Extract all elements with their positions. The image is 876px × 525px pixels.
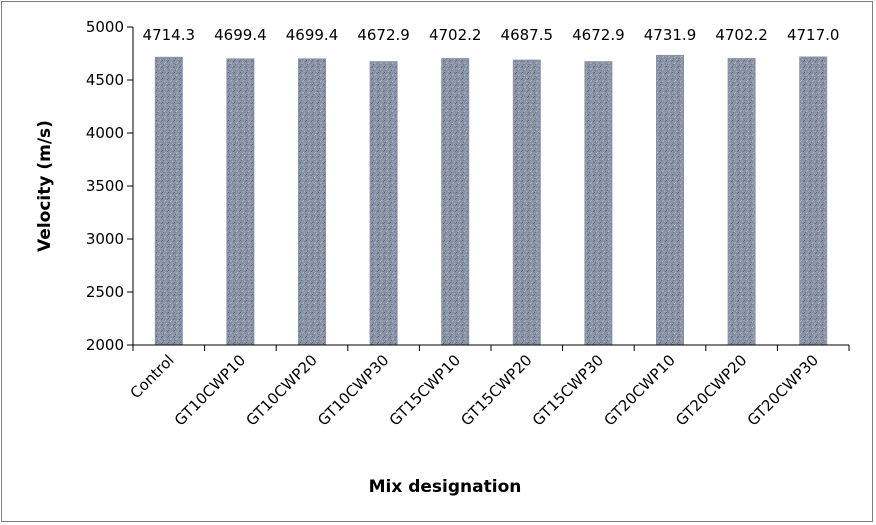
y-tick-label: 4000 (86, 124, 124, 142)
y-ticks-group: 2000 2500 3000 3500 4000 4500 5000 (86, 18, 133, 354)
x-tick-label: GT15CWP10 (386, 351, 464, 429)
x-tick-label: GT20CWP20 (672, 351, 750, 429)
bar-texture (799, 56, 827, 346)
x-tick-label: Control (127, 351, 178, 402)
x-tick-label: GT10CWP20 (242, 351, 320, 429)
y-axis-title: Velocity (m/s) (35, 120, 55, 252)
bar-texture (513, 60, 541, 345)
bar-value-label: 4731.9 (644, 26, 697, 44)
y-tick-label: 2000 (86, 336, 124, 354)
x-ticks-group: ControlGT10CWP10GT10CWP20GT10CWP30GT15CW… (127, 345, 850, 429)
x-tick-label: GT10CWP10 (171, 351, 249, 429)
bar-value-label: 4699.4 (214, 26, 267, 44)
bar-value-label: 4702.2 (429, 26, 482, 44)
bar-texture (656, 55, 684, 345)
bar-value-label: 4717.0 (787, 26, 840, 44)
y-tick-label: 3500 (86, 177, 124, 195)
x-tick-label: GT10CWP30 (314, 351, 392, 429)
y-tick-label: 4500 (86, 71, 124, 89)
bars-group (154, 54, 828, 346)
bar-texture (441, 58, 469, 345)
bar-texture (298, 58, 326, 346)
y-tick-label: 5000 (86, 18, 124, 36)
x-axis-title: Mix designation (369, 477, 522, 497)
bar-value-label: 4687.5 (501, 26, 554, 44)
bar-value-label: 4672.9 (357, 26, 410, 44)
bar-texture (584, 61, 612, 345)
x-tick-label: GT15CWP30 (529, 351, 607, 429)
bar-value-label: 4702.2 (715, 26, 768, 44)
x-tick-label: GT20CWP30 (744, 351, 822, 429)
bar-texture (226, 58, 254, 346)
y-tick-label: 2500 (86, 283, 124, 301)
x-tick-label: GT15CWP20 (457, 351, 535, 429)
bar-texture (370, 61, 398, 345)
x-tick-label: GT20CWP10 (600, 351, 678, 429)
bar-value-label: 4699.4 (286, 26, 339, 44)
y-tick-label: 3000 (86, 230, 124, 248)
bar-texture (155, 57, 183, 345)
bar-value-label: 4714.3 (143, 26, 196, 44)
bar-value-label: 4672.9 (572, 26, 625, 44)
data-labels-group: 4714.3 4699.4 4699.4 4672.9 4702.2 4687.5 4672… (143, 26, 840, 44)
bar-texture (728, 58, 756, 345)
